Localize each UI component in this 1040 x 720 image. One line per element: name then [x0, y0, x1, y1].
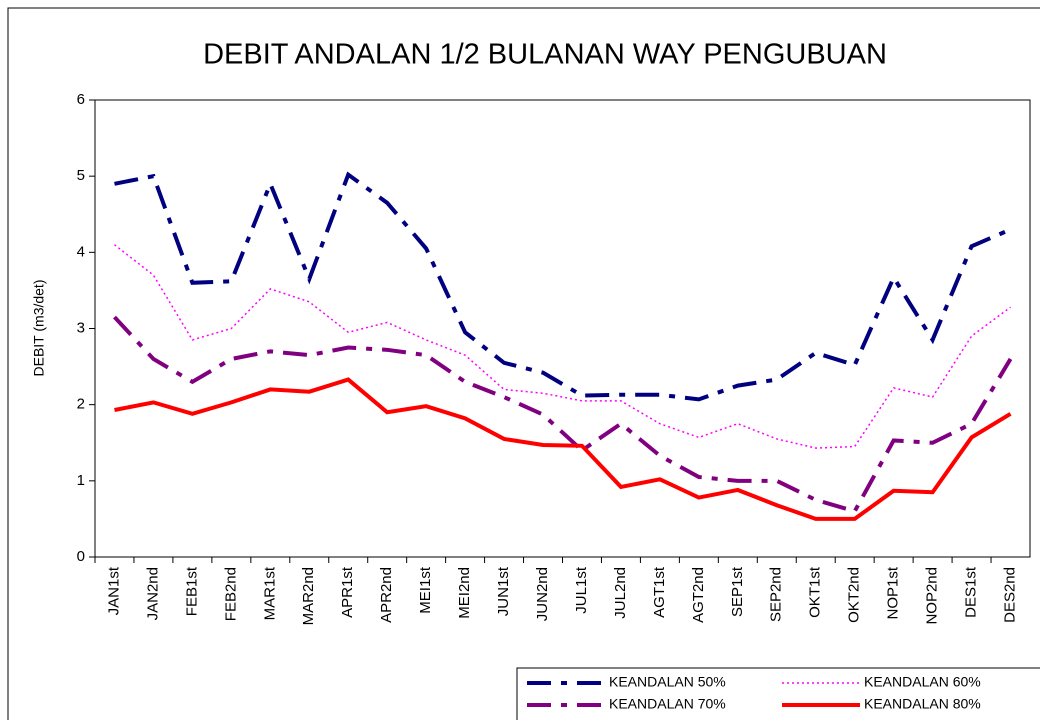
x-tick-label: FEB1st [183, 566, 200, 616]
chart-frame [7, 7, 1040, 720]
legend-label: KEANDALAN 50% [609, 674, 726, 690]
data-line [114, 244, 1011, 449]
x-tick-label: OKT1st [807, 566, 824, 618]
x-tick-label: APR1st [339, 566, 356, 618]
data-line [114, 377, 1012, 521]
x-tick-label: AGT1st [651, 566, 668, 618]
x-tick-label: JUL1st [573, 566, 590, 614]
x-tick-label: JAN2nd [144, 567, 161, 620]
y-axis-label: DEBIT (m3/det) [31, 280, 47, 377]
chart-title: DEBIT ANDALAN 1/2 BULANAN WAY PENGUBUAN [203, 39, 887, 71]
x-tick-label: AGT2nd [690, 567, 707, 623]
x-tick-label: JUN1st [495, 566, 512, 616]
y-tick-label: 4 [77, 243, 85, 260]
x-tick-label: OKT2nd [846, 567, 863, 623]
legend-label: KEANDALAN 60% [864, 674, 981, 690]
x-tick-label: MAR2nd [300, 567, 317, 625]
y-tick-label: 1 [77, 472, 85, 489]
y-tick-label: 0 [77, 548, 85, 565]
x-tick-label: APR2nd [378, 567, 395, 623]
x-tick-label: MEI2nd [456, 567, 473, 619]
x-tick-label: NOP2nd [924, 567, 941, 625]
legend-label: KEANDALAN 70% [609, 696, 726, 712]
legend [516, 667, 1040, 720]
y-tick-label: 3 [77, 319, 85, 336]
y-tick-label: 6 [77, 91, 85, 108]
x-tick-label: MEI1st [417, 566, 434, 614]
x-tick-label: JUL2nd [612, 567, 629, 619]
x-tick-label: JAN1st [105, 566, 122, 615]
x-tick-label: NOP1st [885, 566, 902, 619]
x-tick-label: FEB2nd [222, 567, 239, 621]
x-tick-label: JUN2nd [534, 567, 551, 621]
x-tick-label: DES1st [963, 566, 980, 618]
x-tick-label: SEP2nd [768, 567, 785, 622]
y-tick-label: 2 [77, 396, 85, 413]
data-line [113, 315, 1013, 514]
x-tick-label: DES2nd [1001, 567, 1018, 623]
legend-label: KEANDALAN 80% [864, 696, 981, 712]
x-tick-label: SEP1st [729, 566, 746, 617]
y-tick-label: 5 [77, 167, 85, 184]
x-tick-label: MAR1st [261, 566, 278, 620]
